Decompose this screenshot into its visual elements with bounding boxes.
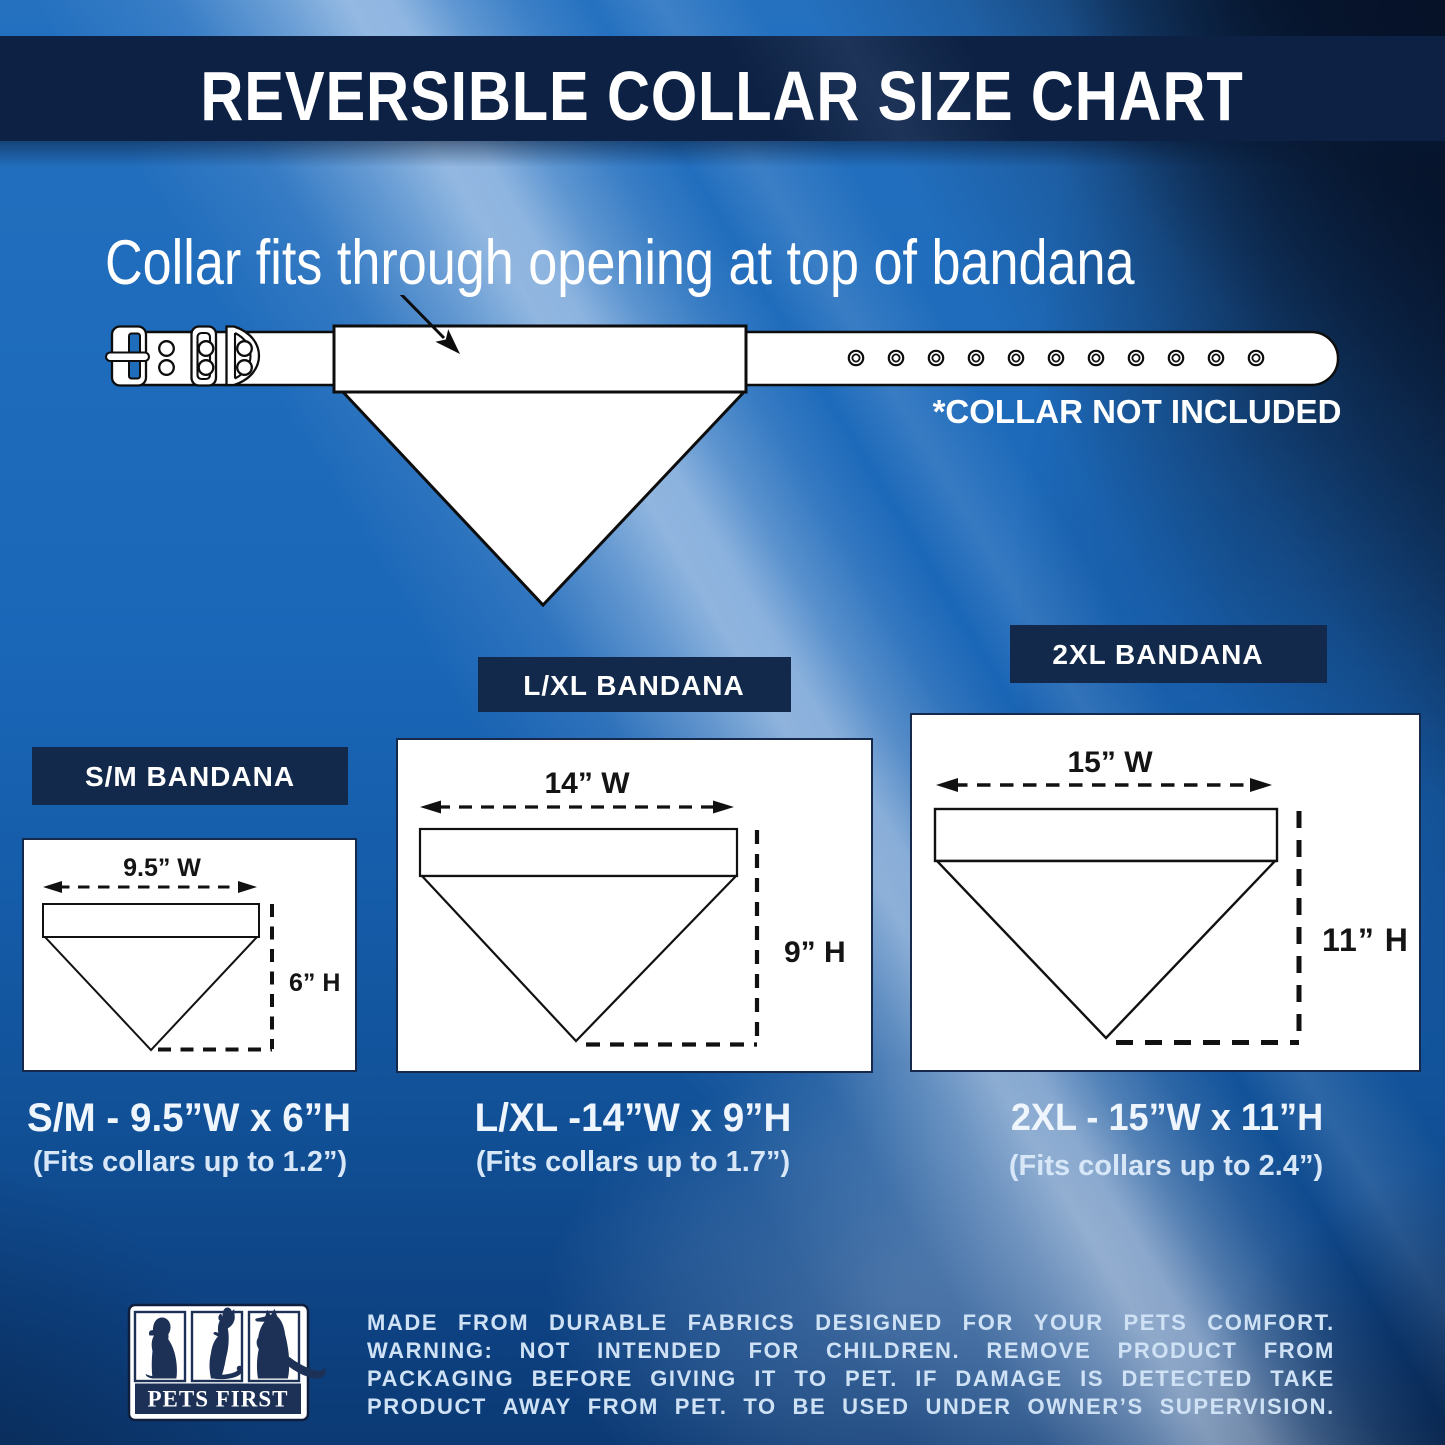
svg-text:PETS FIRST: PETS FIRST: [147, 1387, 288, 1412]
